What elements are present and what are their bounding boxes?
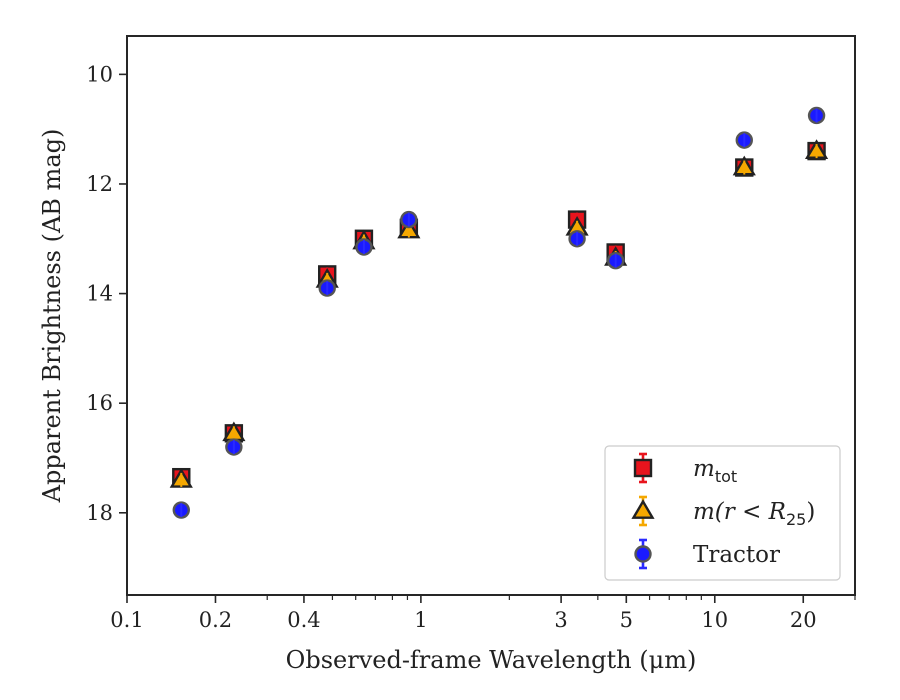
y-tick-label: 12 <box>86 172 113 196</box>
legend-label-main: m(r < R <box>693 499 786 525</box>
legend: mtot m(r < R25) Tractor <box>604 445 841 581</box>
x-tick-label: 1 <box>414 608 427 632</box>
legend-box <box>604 445 841 581</box>
legend-label: mtot <box>693 456 737 486</box>
x-tick-label: 10 <box>701 608 728 632</box>
legend-label-main: Tractor <box>693 542 780 568</box>
plot-frame <box>126 35 856 596</box>
x-tick-label: 20 <box>790 608 817 632</box>
plot-area <box>169 106 829 519</box>
x-axis-title: Observed-frame Wavelength (μm) <box>286 646 697 674</box>
y-axis-title: Apparent Brightness (AB mag) <box>38 129 66 504</box>
series-1 <box>169 139 829 488</box>
y-tick-label: 14 <box>86 282 113 306</box>
y-tick-label: 10 <box>86 62 113 86</box>
legend-label: m(r < R25) <box>693 499 815 529</box>
series-0 <box>172 141 826 487</box>
axes: 0.1 0.2 0.4 1 3 5 10 20 10 12 14 16 18 <box>86 35 856 632</box>
legend-label-main: m <box>693 456 715 482</box>
legend-label-sub: 25 <box>786 510 806 529</box>
x-tick-label: 0.2 <box>199 608 232 632</box>
y-tick-label: 18 <box>86 501 113 525</box>
legend-label-sub: tot <box>715 467 737 486</box>
y-tick-label: 16 <box>86 391 113 415</box>
x-tick-label: 5 <box>620 608 633 632</box>
x-tick-label: 0.1 <box>110 608 143 632</box>
legend-label: Tractor <box>693 542 780 568</box>
x-tick-label: 0.4 <box>287 608 320 632</box>
legend-marker <box>633 458 653 478</box>
x-tick-label: 3 <box>554 608 567 632</box>
legend-marker <box>631 499 655 519</box>
legend-label-rest: ) <box>806 499 815 525</box>
legend-marker <box>634 545 652 563</box>
series-2 <box>172 106 826 519</box>
